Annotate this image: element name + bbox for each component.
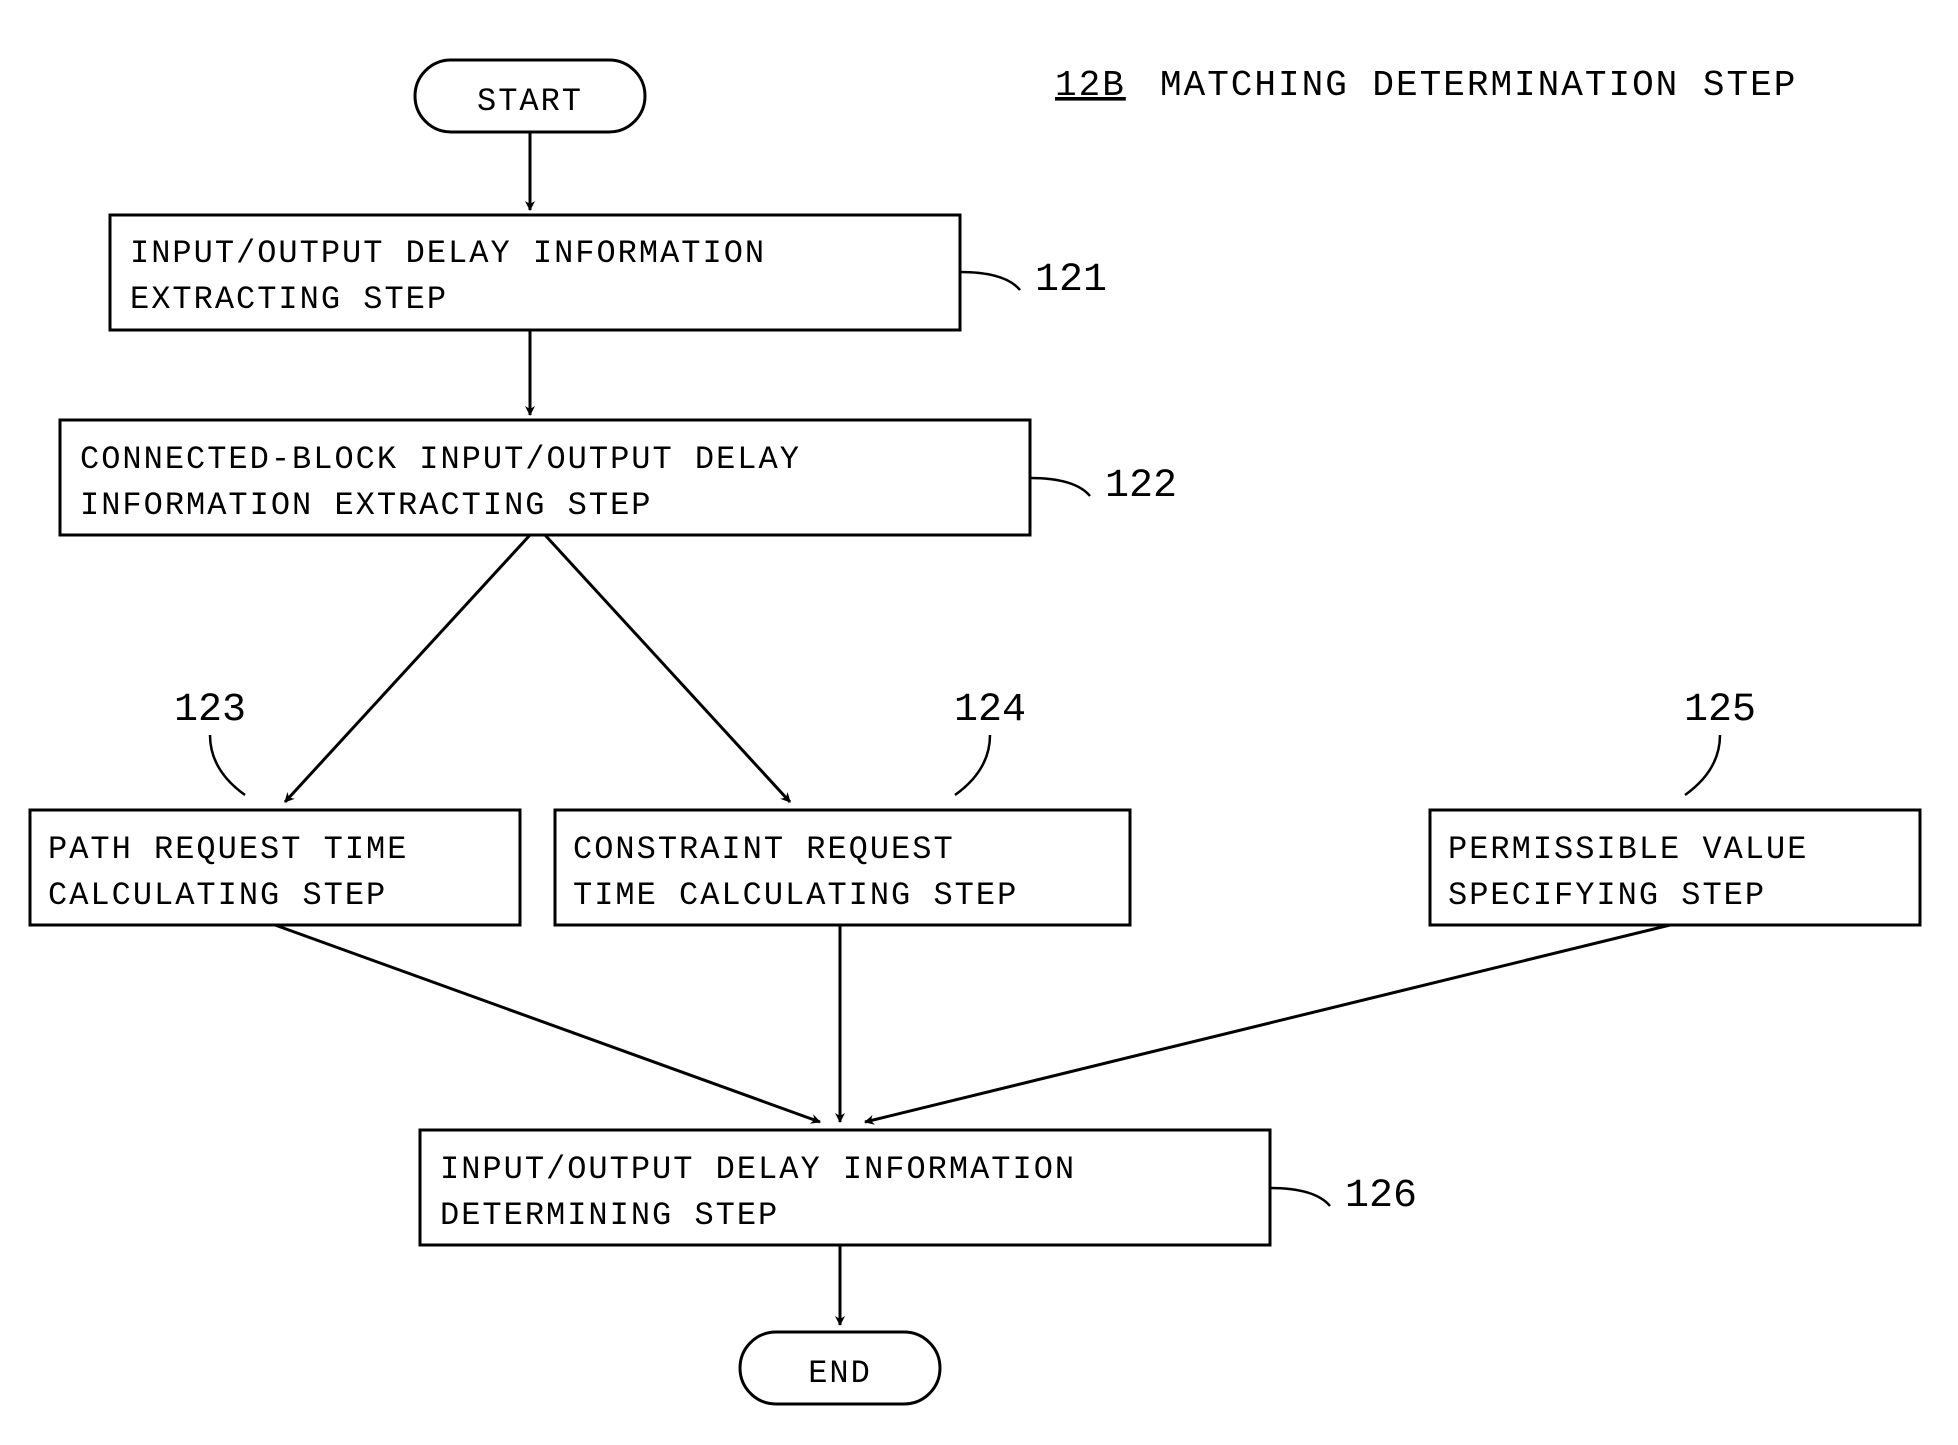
ref-124: 124 [954,688,1026,733]
svg-text:CALCULATING STEP: CALCULATING STEP [48,877,387,914]
svg-text:CONNECTED-BLOCK INPUT/OUTPUT D: CONNECTED-BLOCK INPUT/OUTPUT DELAY [80,441,801,478]
ref-123: 123 [174,688,246,733]
svg-text:DETERMINING STEP: DETERMINING STEP [440,1197,779,1234]
ref-121: 121 [1035,258,1107,303]
step-125: PERMISSIBLE VALUE SPECIFYING STEP [1430,810,1920,925]
step-122: CONNECTED-BLOCK INPUT/OUTPUT DELAY INFOR… [60,420,1030,535]
svg-text:START: START [477,83,583,120]
step-121: INPUT/OUTPUT DELAY INFORMATION EXTRACTIN… [110,215,960,330]
diagram-title: MATCHING DETERMINATION STEP [1160,65,1797,106]
svg-text:INPUT/OUTPUT DELAY INFORMATION: INPUT/OUTPUT DELAY INFORMATION [440,1151,1076,1188]
diagram-ref: 12B [1055,65,1126,106]
ref-122: 122 [1105,464,1177,509]
svg-text:INPUT/OUTPUT DELAY INFORMATION: INPUT/OUTPUT DELAY INFORMATION [130,235,766,272]
step-124: CONSTRAINT REQUEST TIME CALCULATING STEP [555,810,1130,925]
ref-126: 126 [1345,1174,1417,1219]
end-terminator: END [740,1332,940,1404]
svg-text:TIME CALCULATING STEP: TIME CALCULATING STEP [573,877,1018,914]
svg-text:INFORMATION EXTRACTING STEP: INFORMATION EXTRACTING STEP [80,487,652,524]
svg-text:EXTRACTING STEP: EXTRACTING STEP [130,281,448,318]
svg-text:SPECIFYING STEP: SPECIFYING STEP [1448,877,1766,914]
start-terminator: START [415,60,645,132]
ref-125: 125 [1684,688,1756,733]
svg-text:CONSTRAINT REQUEST: CONSTRAINT REQUEST [573,831,955,868]
step-123: PATH REQUEST TIME CALCULATING STEP [30,810,520,925]
flowchart-diagram: 12B MATCHING DETERMINATION STEP START IN… [0,0,1958,1445]
svg-text:PERMISSIBLE VALUE: PERMISSIBLE VALUE [1448,831,1808,868]
svg-text:END: END [808,1355,872,1392]
svg-text:PATH REQUEST TIME: PATH REQUEST TIME [48,831,408,868]
step-126: INPUT/OUTPUT DELAY INFORMATION DETERMINI… [420,1130,1270,1245]
